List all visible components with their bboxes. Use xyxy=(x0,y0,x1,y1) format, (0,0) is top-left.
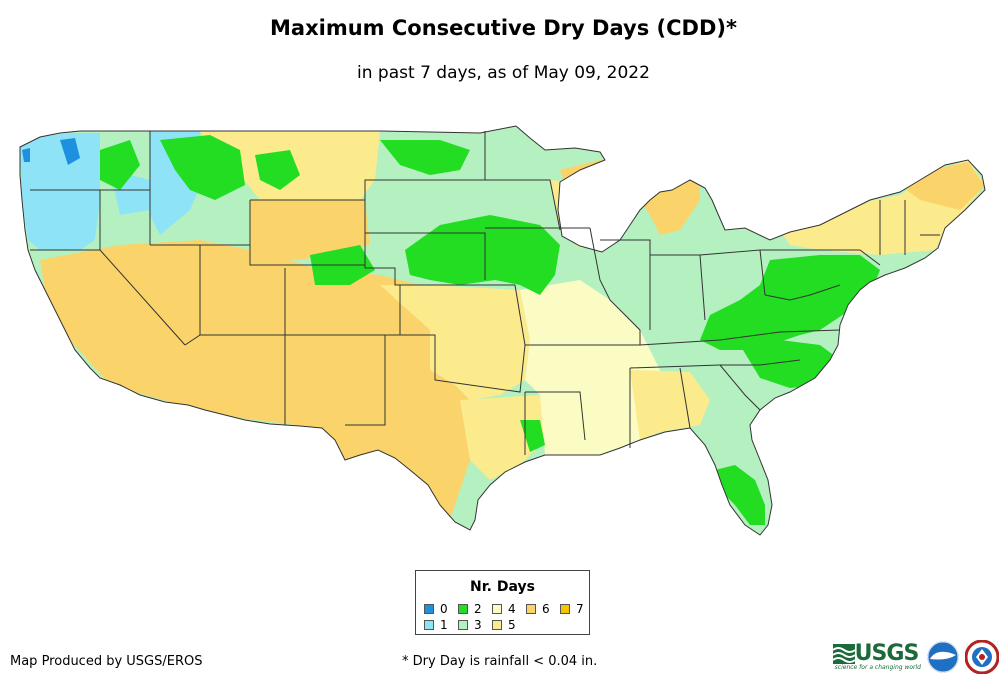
legend-label: 0 xyxy=(440,602,448,616)
legend-label: 3 xyxy=(474,618,482,632)
map-credit: Map Produced by USGS/EROS xyxy=(10,654,203,669)
legend-label: 4 xyxy=(508,602,516,616)
legend-item-3: 3 xyxy=(458,618,482,632)
legend-label: 7 xyxy=(576,602,584,616)
usgs-tagline: science for a changing world xyxy=(834,663,921,671)
legend-swatch xyxy=(458,604,468,614)
noaa-logo-icon xyxy=(927,641,959,673)
legend-title: Nr. Days xyxy=(470,579,535,595)
map-legend: Nr. Days 0 1 2 3 4 5 6 7 xyxy=(415,570,590,635)
legend-swatch xyxy=(526,604,536,614)
legend-item-4: 4 xyxy=(492,602,516,616)
legend-item-0: 0 xyxy=(424,602,448,616)
dry-day-footnote: * Dry Day is rainfall < 0.04 in. xyxy=(402,654,598,669)
map-title: Maximum Consecutive Dry Days (CDD)* xyxy=(270,16,737,40)
legend-label: 1 xyxy=(440,618,448,632)
legend-label: 6 xyxy=(542,602,550,616)
legend-swatch xyxy=(492,604,502,614)
us-dry-days-map xyxy=(19,125,986,536)
legend-swatch xyxy=(424,620,434,630)
usgs-wordmark: USGS xyxy=(854,640,920,666)
map-subtitle: in past 7 days, as of May 09, 2022 xyxy=(357,63,650,83)
legend-item-2: 2 xyxy=(458,602,482,616)
usgs-wave-icon xyxy=(832,643,855,664)
legend-item-5: 5 xyxy=(492,618,516,632)
legend-swatch xyxy=(560,604,570,614)
legend-swatch xyxy=(424,604,434,614)
legend-label: 2 xyxy=(474,602,482,616)
legend-swatch xyxy=(492,620,502,630)
legend-swatch xyxy=(458,620,468,630)
legend-item-6: 6 xyxy=(526,602,550,616)
legend-label: 5 xyxy=(508,618,516,632)
agency-logos: USGS science for a changing world xyxy=(832,640,999,674)
usgs-logo: USGS science for a changing world xyxy=(832,640,921,671)
legend-item-7: 7 xyxy=(560,602,584,616)
nws-logo-icon xyxy=(965,640,999,674)
legend-item-1: 1 xyxy=(424,618,448,632)
